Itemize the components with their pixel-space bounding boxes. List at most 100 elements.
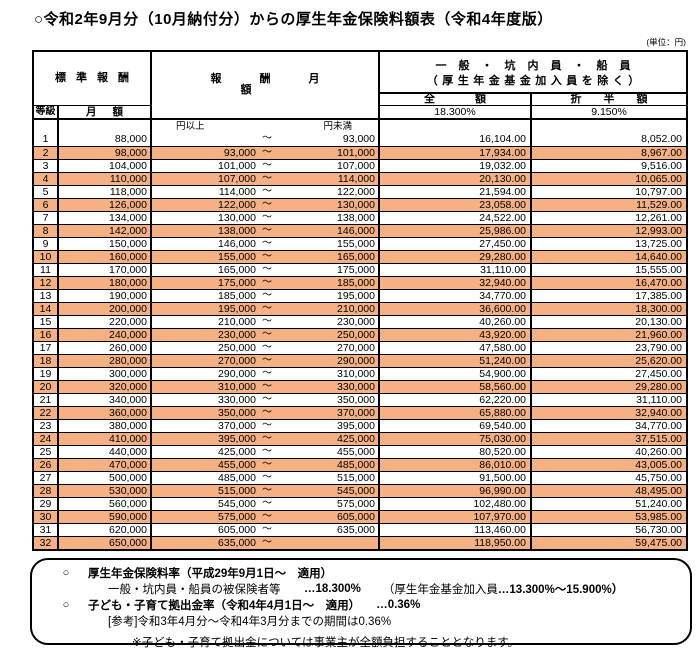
range-values: 270,000 ～ 290,000 bbox=[152, 356, 378, 367]
half-amount-cell: 25,620.00 bbox=[530, 354, 688, 368]
yen-less-than-label: 円未満 bbox=[323, 120, 352, 132]
range-values: 290,000 ～ 310,000 bbox=[152, 369, 378, 380]
tilde-symbol: ～ bbox=[262, 407, 272, 418]
full-amount-cell: 40,260.00 bbox=[378, 315, 532, 329]
monthly-amount-cell: 560,000 bbox=[57, 497, 152, 511]
tilde-symbol: ～ bbox=[262, 132, 272, 144]
pension-rate-detail-line: 一般・坑内員・船員の被保険者等 …18.300% （厚生年金基金加入員 …13.… bbox=[32, 581, 690, 597]
range-from: 395,000 bbox=[218, 432, 256, 445]
range-values: 195,000 ～ 210,000 bbox=[152, 304, 378, 315]
full-amount-cell: 31,110.00 bbox=[378, 263, 532, 277]
half-amount-cell: 51,240.00 bbox=[530, 497, 688, 511]
grade-cell: 21 bbox=[32, 393, 59, 407]
salary-range-cell: 円以上 円未満 175,000 ～ 185,000 bbox=[150, 276, 380, 290]
range-from: 455,000 bbox=[218, 458, 256, 471]
range-to: 290,000 bbox=[337, 354, 375, 367]
full-amount-cell: 34,770.00 bbox=[378, 289, 532, 303]
full-amount-cell: 23,058.00 bbox=[378, 198, 532, 212]
salary-range-cell: 円以上 円未満 250,000 ～ 270,000 bbox=[150, 341, 380, 355]
pension-rate-label: 一般・坑内員・船員の被保険者等 bbox=[108, 584, 281, 596]
grade-cell: 9 bbox=[32, 237, 59, 251]
half-amount-cell: 53,985.00 bbox=[530, 510, 688, 524]
full-amount-cell: 102,480.00 bbox=[378, 497, 532, 511]
monthly-amount-cell: 88,000 bbox=[57, 118, 152, 147]
child-contribution-heading: 子ども・子育て拠出金率（令和4年4月1日～ 適用） bbox=[88, 600, 361, 612]
range-from: 330,000 bbox=[218, 393, 256, 406]
full-amount-cell: 91,500.00 bbox=[378, 471, 532, 485]
range-from: 93,000 bbox=[223, 146, 256, 159]
tilde-symbol: ～ bbox=[262, 381, 272, 392]
table-row: 26 470,000 円以上 円未満 455,000 ～ 485,000 86,… bbox=[32, 458, 688, 472]
range-from: 175,000 bbox=[218, 276, 256, 289]
grade-cell: 13 bbox=[32, 289, 59, 303]
range-from: 155,000 bbox=[218, 250, 256, 263]
salary-range-cell: 円以上 円未満 210,000 ～ 230,000 bbox=[150, 315, 380, 329]
range-from: 370,000 bbox=[218, 419, 256, 432]
full-amount-cell: 51,240.00 bbox=[378, 354, 532, 368]
grade-cell: 12 bbox=[32, 276, 59, 290]
full-amount-cell: 32,940.00 bbox=[378, 276, 532, 290]
half-amount-cell: 34,770.00 bbox=[530, 419, 688, 433]
header-row-rates: 等級 月額 18.300% 9.150% bbox=[32, 105, 688, 120]
monthly-amount-cell: 220,000 bbox=[57, 315, 152, 329]
full-amount-cell: 96,990.00 bbox=[378, 484, 532, 498]
table-row: 23 380,000 円以上 円未満 370,000 ～ 395,000 69,… bbox=[32, 419, 688, 433]
range-values: 130,000 ～ 138,000 bbox=[152, 213, 378, 224]
table-row: 14 200,000 円以上 円未満 195,000 ～ 210,000 36,… bbox=[32, 302, 688, 316]
range-to: 114,000 bbox=[337, 172, 375, 185]
range-to: 350,000 bbox=[337, 393, 375, 406]
grade-cell: 6 bbox=[32, 198, 59, 212]
range-from: 515,000 bbox=[218, 484, 256, 497]
full-amount-cell: 113,460.00 bbox=[378, 523, 532, 537]
range-values: 605,000 ～ 635,000 bbox=[152, 525, 378, 536]
range-to: 250,000 bbox=[337, 328, 375, 341]
range-values: 395,000 ～ 425,000 bbox=[152, 434, 378, 445]
monthly-amount-cell: 200,000 bbox=[57, 302, 152, 316]
range-to: 101,000 bbox=[337, 146, 375, 159]
range-to: 485,000 bbox=[337, 458, 375, 471]
range-to: 370,000 bbox=[337, 406, 375, 419]
range-from: 485,000 bbox=[218, 471, 256, 484]
range-values: 575,000 ～ 605,000 bbox=[152, 512, 378, 523]
range-to: 155,000 bbox=[337, 237, 375, 250]
half-amount-cell: 17,385.00 bbox=[530, 289, 688, 303]
salary-range-cell: 円以上 円未満 138,000 ～ 146,000 bbox=[150, 224, 380, 238]
range-from: 130,000 bbox=[218, 211, 256, 224]
child-contribution-reference: [参考]令和3年4月分～令和4年3月分までの期間は0.36% bbox=[108, 616, 392, 628]
range-unit-labels: 円以上 円未満 bbox=[152, 120, 378, 132]
tilde-symbol: ～ bbox=[262, 238, 272, 249]
monthly-amount-cell: 110,000 bbox=[57, 172, 152, 186]
grade-cell: 30 bbox=[32, 510, 59, 524]
tilde-symbol: ～ bbox=[262, 264, 272, 275]
range-from: 605,000 bbox=[218, 523, 256, 536]
full-amount-cell: 27,450.00 bbox=[378, 237, 532, 251]
range-to: 395,000 bbox=[337, 419, 375, 432]
salary-range-cell: 円以上 円未満 290,000 ～ 310,000 bbox=[150, 367, 380, 381]
table-row: 4 110,000 円以上 円未満 107,000 ～ 114,000 20,1… bbox=[32, 172, 688, 186]
grade-cell: 29 bbox=[32, 497, 59, 511]
grade-cell: 32 bbox=[32, 536, 59, 550]
range-values: 230,000 ～ 250,000 bbox=[152, 330, 378, 341]
salary-range-cell: 円以上 円未満 107,000 ～ 114,000 bbox=[150, 172, 380, 186]
full-amount-cell: 65,880.00 bbox=[378, 406, 532, 420]
salary-range-cell: 円以上 円未満 395,000 ～ 425,000 bbox=[150, 432, 380, 446]
yen-or-more-label: 円以上 bbox=[176, 120, 205, 132]
table-row: 32 650,000 円以上 円未満 635,000 ～ 118,950.00 … bbox=[32, 536, 688, 550]
page-title: ○令和2年9月分（10月納付分）からの厚生年金保険料額表（令和4年度版） bbox=[34, 11, 553, 28]
monthly-amount-cell: 620,000 bbox=[57, 523, 152, 537]
grade-header: 等級 bbox=[32, 105, 59, 120]
table-row: 31 620,000 円以上 円未満 605,000 ～ 635,000 113… bbox=[32, 523, 688, 537]
grade-cell: 24 bbox=[32, 432, 59, 446]
range-from: 146,000 bbox=[218, 237, 256, 250]
monthly-amount-cell: 410,000 bbox=[57, 432, 152, 446]
half-amount-cell: 45,750.00 bbox=[530, 471, 688, 485]
tilde-symbol: ～ bbox=[262, 394, 272, 405]
full-amount-cell: 19,032.00 bbox=[378, 159, 532, 173]
half-amount-cell: 43,005.00 bbox=[530, 458, 688, 472]
monthly-amount-cell: 650,000 bbox=[57, 536, 152, 550]
tilde-symbol: ～ bbox=[262, 459, 272, 470]
header-row-groups: 標準報酬 報酬月額 一般・坑内員・船員 （厚生年金基金加入員を除く） bbox=[32, 50, 688, 120]
range-values: 165,000 ～ 175,000 bbox=[152, 265, 378, 276]
range-values: ～ 93,000 bbox=[152, 132, 378, 145]
tilde-symbol: ～ bbox=[262, 498, 272, 509]
